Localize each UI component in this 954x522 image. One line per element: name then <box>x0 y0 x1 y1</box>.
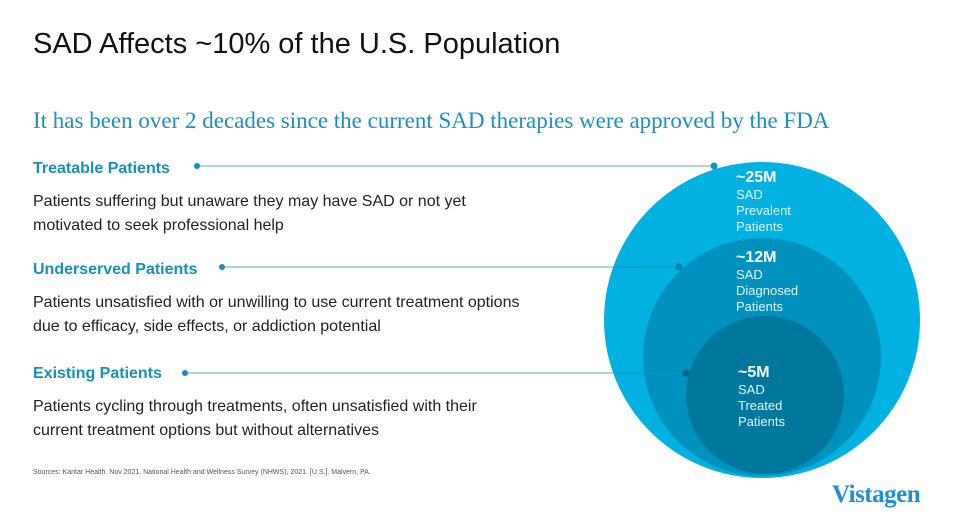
heading-treatable: Treatable Patients <box>33 160 170 177</box>
vistagen-logo: Vistagen <box>832 481 921 508</box>
label-line: SAD <box>736 267 763 282</box>
label-line: Patients <box>738 414 785 429</box>
label-line: Patients <box>736 219 783 234</box>
circle-treated <box>686 316 844 474</box>
desc-underserved: Patients unsatisfied with or unwilling t… <box>33 294 520 335</box>
sources-footnote: Sources: Kantar Health. Nov 2021. Nation… <box>33 469 371 476</box>
label-line: Prevalent <box>736 203 791 218</box>
value-treated: ~5M <box>738 364 770 381</box>
label-line: SAD <box>736 187 763 202</box>
heading-existing: Existing Patients <box>33 365 162 382</box>
value-diagnosed: ~12M <box>736 249 777 266</box>
connector-dot <box>682 369 690 377</box>
connector-dot <box>710 162 718 170</box>
label-line: SAD <box>738 382 765 397</box>
desc-existing: Patients cycling through treatments, oft… <box>33 398 477 439</box>
subtitle: It has been over 2 decades since the cur… <box>33 108 830 133</box>
desc-treatable: Patients suffering but unaware they may … <box>33 193 466 234</box>
label-treated: ~5M SAD Treated Patients <box>738 364 785 430</box>
page-title: SAD Affects ~10% of the U.S. Population <box>33 28 561 60</box>
label-line: Diagnosed <box>736 283 799 298</box>
connector-dot <box>194 163 200 169</box>
value-prevalent: ~25M <box>736 169 777 186</box>
heading-underserved: Underserved Patients <box>33 261 198 278</box>
connector-dot <box>219 264 225 270</box>
label-line: Treated <box>738 398 783 413</box>
label-line: Patients <box>736 299 783 314</box>
connector-dot <box>675 263 683 271</box>
label-prevalent: ~25M SAD Prevalent Patients <box>736 169 791 235</box>
label-diagnosed: ~12M SAD Diagnosed Patients <box>736 249 798 315</box>
connector-dot <box>182 370 188 376</box>
